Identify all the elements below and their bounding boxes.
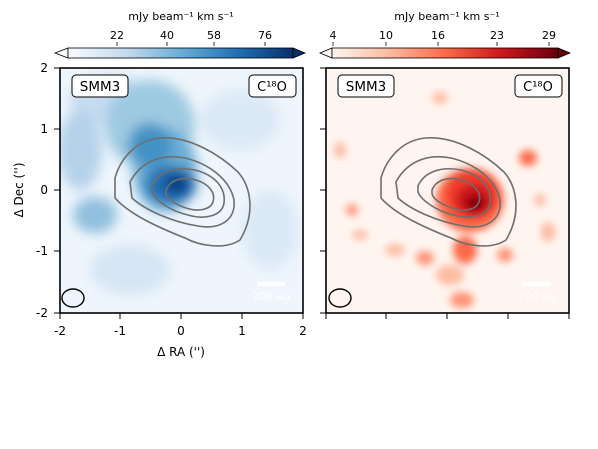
colorbar-red: mJy beam⁻¹ km s⁻¹ 4 10 16 23 29 [318,10,572,59]
molecule-label: C¹⁸O [523,80,553,95]
x-tick-label: 1 [238,324,246,338]
contours-left [114,137,251,247]
tick-marks [54,67,570,319]
x-tick-label: -2 [54,324,66,338]
x-tick-label: 0 [177,324,185,338]
x-tick-label: 2 [299,324,307,338]
scale-bar-label: 200 au [252,290,290,303]
beam-ellipse [61,288,85,308]
molecule-label: C¹⁸O [257,80,287,95]
colorbar-red-label: mJy beam⁻¹ km s⁻¹ [394,10,499,23]
beam-ellipse [328,288,352,308]
y-axis-label: Δ Dec ('') [12,162,26,217]
colorbar-blue-tick: 76 [258,29,272,42]
source-label-box [337,74,395,98]
panel-left: 200 au SMM3 C¹⁸O [59,67,304,314]
x-axis-label: Δ RA ('') [157,345,205,359]
scale-bar-label: 200 au [518,290,556,303]
colorbar-blue-tick: 40 [160,29,174,42]
source-label-box [71,74,129,98]
panel-right: 200 au SMM3 C¹⁸O [325,67,570,314]
red-emission [334,92,555,308]
x-tick-label: -1 [114,324,126,338]
y-tick-label: 1 [40,122,48,136]
colorbar-blue: mJy beam⁻¹ km s⁻¹ 22 40 58 76 [53,10,307,59]
colorbar-red-tick: 4 [330,29,337,42]
y-tick-label: -1 [36,244,48,258]
y-tick-label: -2 [36,306,48,320]
molecule-label-box [248,74,297,98]
colorbar-red-tick: 29 [542,29,556,42]
colorbar-blue-tick: 58 [207,29,221,42]
molecule-label-box [514,74,563,98]
colorbar-red-tick: 10 [379,29,393,42]
y-tick-label: 0 [40,183,48,197]
colorbar-blue-label: mJy beam⁻¹ km s⁻¹ [128,10,233,23]
colorbar-red-tick: 16 [431,29,445,42]
colorbar-red-tick: 23 [490,29,504,42]
colorbar-blue-tick: 22 [110,29,124,42]
y-tick-label: 2 [40,61,48,75]
source-label: SMM3 [346,79,386,95]
contours-right [380,137,517,247]
source-label: SMM3 [80,79,120,95]
